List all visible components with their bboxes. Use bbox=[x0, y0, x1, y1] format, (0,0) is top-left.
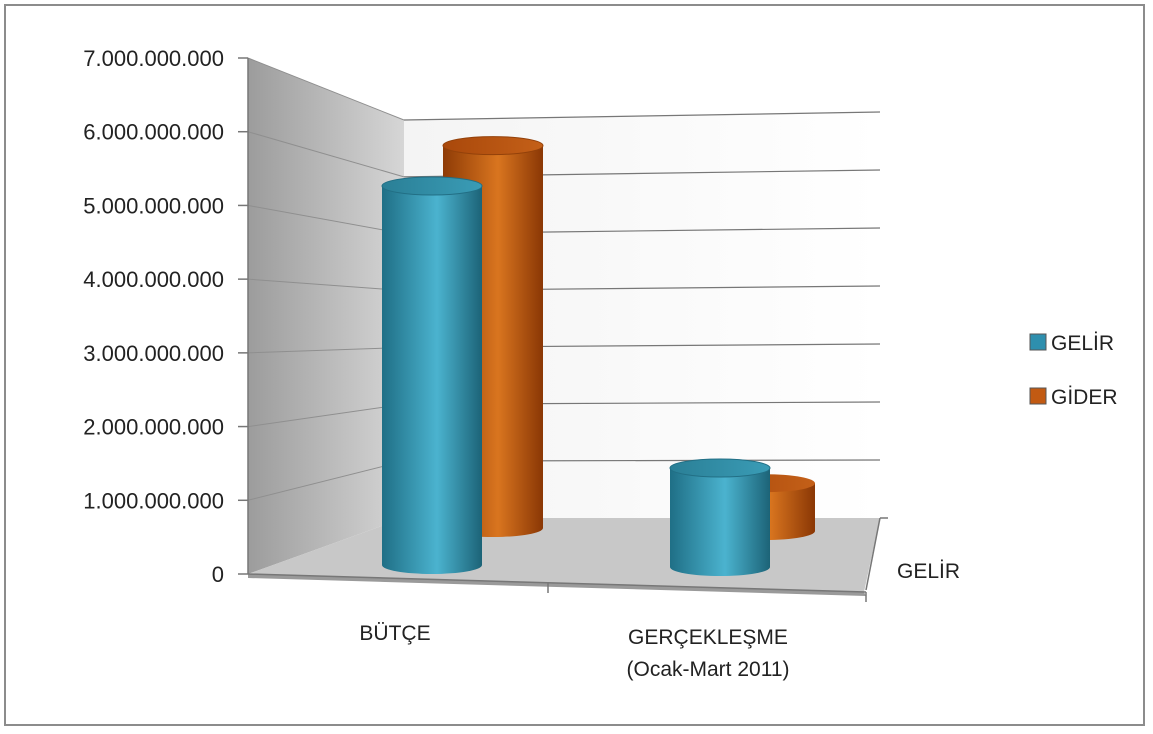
x-category-label: GERÇEKLEŞME bbox=[628, 626, 788, 649]
gridline-side bbox=[247, 204, 405, 235]
category-labels: BÜTÇE GERÇEKLEŞME (Ocak-Mart 2011) bbox=[359, 622, 789, 681]
bars bbox=[381, 136, 815, 576]
bar-gelir-1 bbox=[669, 458, 771, 576]
gridline-side bbox=[247, 57, 405, 121]
depth-axis-line bbox=[865, 517, 881, 591]
gridline-back bbox=[403, 111, 881, 121]
gridline-side bbox=[247, 278, 405, 292]
bar-gelir-0 bbox=[381, 176, 483, 574]
y-tick-label: 2.000.000.000 bbox=[83, 415, 224, 440]
axes bbox=[247, 58, 888, 602]
x-category-label: (Ocak-Mart 2011) bbox=[627, 658, 790, 681]
bar-top bbox=[669, 458, 771, 478]
y-tick-label: 4.000.000.000 bbox=[83, 267, 224, 292]
y-tick-label: 7.000.000.000 bbox=[83, 46, 224, 71]
bar-top bbox=[381, 176, 483, 196]
side-wall bbox=[248, 58, 404, 574]
gridline-side bbox=[247, 403, 405, 428]
y-tick-label: 6.000.000.000 bbox=[83, 120, 224, 145]
legend-label: GİDER bbox=[1051, 386, 1118, 409]
y-tick-label: 1.000.000.000 bbox=[83, 488, 224, 513]
floor-edge bbox=[248, 574, 866, 596]
legend-swatch bbox=[1029, 387, 1047, 405]
bar-top bbox=[442, 136, 544, 156]
y-tick-label: 5.000.000.000 bbox=[83, 193, 224, 218]
depth-axis-label: GELİR bbox=[897, 560, 960, 583]
gridline-side bbox=[247, 131, 405, 178]
legend: GELİR GİDER bbox=[1029, 332, 1118, 409]
x-axis-line bbox=[247, 573, 867, 593]
legend-label: GELİR bbox=[1051, 332, 1114, 355]
bar-body bbox=[382, 186, 482, 574]
legend-swatch bbox=[1029, 333, 1047, 351]
y-tick-label: 0 bbox=[212, 562, 224, 587]
y-tick-label: 3.000.000.000 bbox=[83, 341, 224, 366]
bar-body bbox=[670, 467, 770, 576]
gridline-side bbox=[247, 460, 405, 501]
x-category-label: BÜTÇE bbox=[359, 622, 430, 645]
y-axis-ticks: 0 1.000.000.000 2.000.000.000 3.000.000.000… bbox=[83, 46, 248, 587]
gridline-side bbox=[247, 346, 405, 354]
